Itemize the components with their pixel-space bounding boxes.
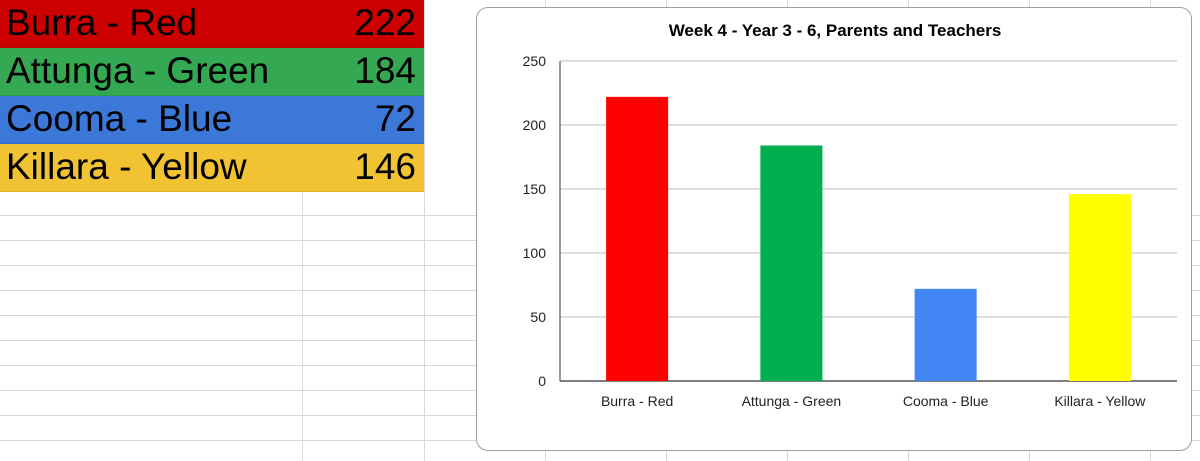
- y-tick-label: 50: [530, 309, 546, 325]
- grid-column-line: [302, 0, 303, 461]
- bar-chart[interactable]: Week 4 - Year 3 - 6, Parents and Teacher…: [476, 7, 1192, 451]
- x-tick-label: Burra - Red: [601, 393, 673, 409]
- table-row[interactable]: Burra - Red 222: [0, 0, 424, 48]
- data-table: Burra - Red 222 Attunga - Green 184 Coom…: [0, 0, 424, 192]
- bar: [760, 145, 823, 381]
- grid-column-line: [424, 0, 425, 461]
- y-tick-label: 200: [523, 117, 547, 133]
- y-tick-label: 0: [538, 373, 546, 389]
- team-value-cell[interactable]: 72: [374, 98, 416, 139]
- team-value-cell[interactable]: 146: [354, 146, 416, 187]
- team-value-cell[interactable]: 184: [354, 50, 416, 91]
- team-name-cell[interactable]: Attunga - Green: [6, 50, 270, 91]
- y-tick-label: 100: [523, 245, 547, 261]
- bar: [914, 288, 977, 381]
- bar: [1068, 194, 1131, 381]
- team-name-cell[interactable]: Killara - Yellow: [6, 146, 247, 187]
- table-row[interactable]: Killara - Yellow 146: [0, 144, 424, 192]
- team-name-cell[interactable]: Burra - Red: [6, 2, 198, 43]
- x-tick-label: Cooma - Blue: [903, 393, 989, 409]
- chart-title: Week 4 - Year 3 - 6, Parents and Teacher…: [668, 21, 1002, 40]
- y-tick-label: 150: [523, 181, 547, 197]
- table-row[interactable]: Attunga - Green 184: [0, 48, 424, 96]
- chart-plot: 0 50 100 150 200 250 Burra - Red Attunga - Gree…: [523, 53, 1177, 409]
- x-tick-label: Attunga - Green: [742, 393, 842, 409]
- y-tick-label: 250: [523, 53, 547, 69]
- team-value-cell[interactable]: 222: [354, 2, 416, 43]
- x-tick-label: Killara - Yellow: [1054, 393, 1146, 409]
- table-row[interactable]: Cooma - Blue 72: [0, 96, 424, 144]
- team-name-cell[interactable]: Cooma - Blue: [6, 98, 233, 139]
- bar: [606, 96, 669, 381]
